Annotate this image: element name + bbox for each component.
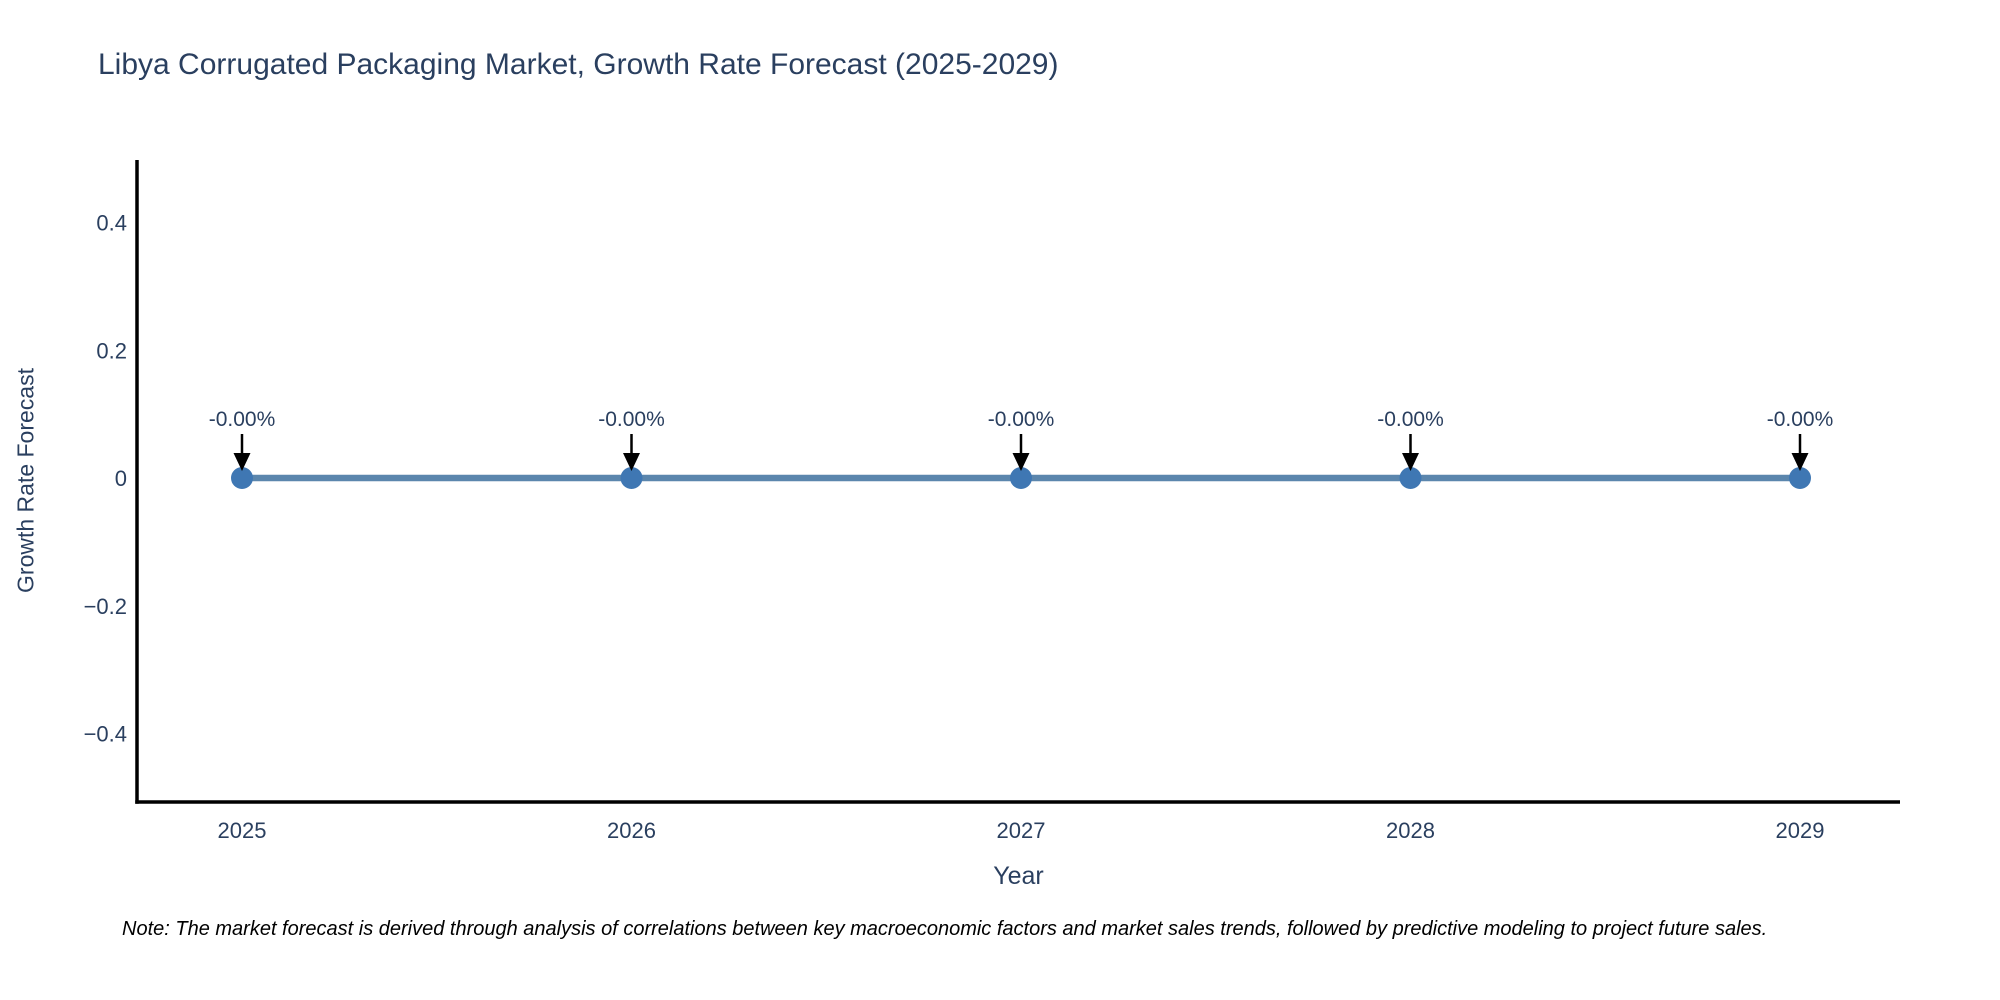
annotation-label: -0.00% — [988, 408, 1055, 431]
x-tick-label: 2029 — [1776, 818, 1825, 843]
annotation-arrowhead-icon — [233, 453, 251, 471]
data-point-2028[interactable] — [1399, 467, 1422, 489]
data-point-2026[interactable] — [620, 467, 643, 489]
chart-title: Libya Corrugated Packaging Market, Growt… — [98, 48, 1059, 81]
annotation-arrowhead-icon — [1402, 453, 1419, 471]
annotation-label: -0.00% — [1377, 408, 1444, 431]
x-tick-label: 2026 — [607, 818, 656, 843]
data-point-2027[interactable] — [1010, 467, 1032, 489]
annotation-label: -0.00% — [1767, 408, 1834, 431]
y-tick-label: 0.2 — [96, 338, 127, 363]
x-tick-label: 2027 — [997, 818, 1046, 843]
x-axis-label: Year — [993, 862, 1044, 890]
annotation-arrowhead-icon — [1012, 453, 1030, 471]
data-point-2025[interactable] — [231, 467, 253, 489]
y-tick-label: −0.4 — [84, 722, 127, 747]
x-tick-label: 2028 — [1386, 818, 1435, 843]
annotation-arrowhead-icon — [623, 453, 640, 471]
x-tick-label: 2025 — [218, 818, 267, 843]
data-point-2029[interactable] — [1789, 467, 1811, 489]
y-tick-label: −0.2 — [84, 594, 127, 619]
y-tick-label: 0.4 — [96, 211, 127, 236]
footnote: Note: The market forecast is derived thr… — [122, 918, 1768, 940]
annotation-label: -0.00% — [598, 408, 665, 431]
annotation-label: -0.00% — [209, 408, 276, 431]
y-tick-label: 0 — [115, 466, 127, 491]
annotation-arrowhead-icon — [1791, 453, 1809, 471]
